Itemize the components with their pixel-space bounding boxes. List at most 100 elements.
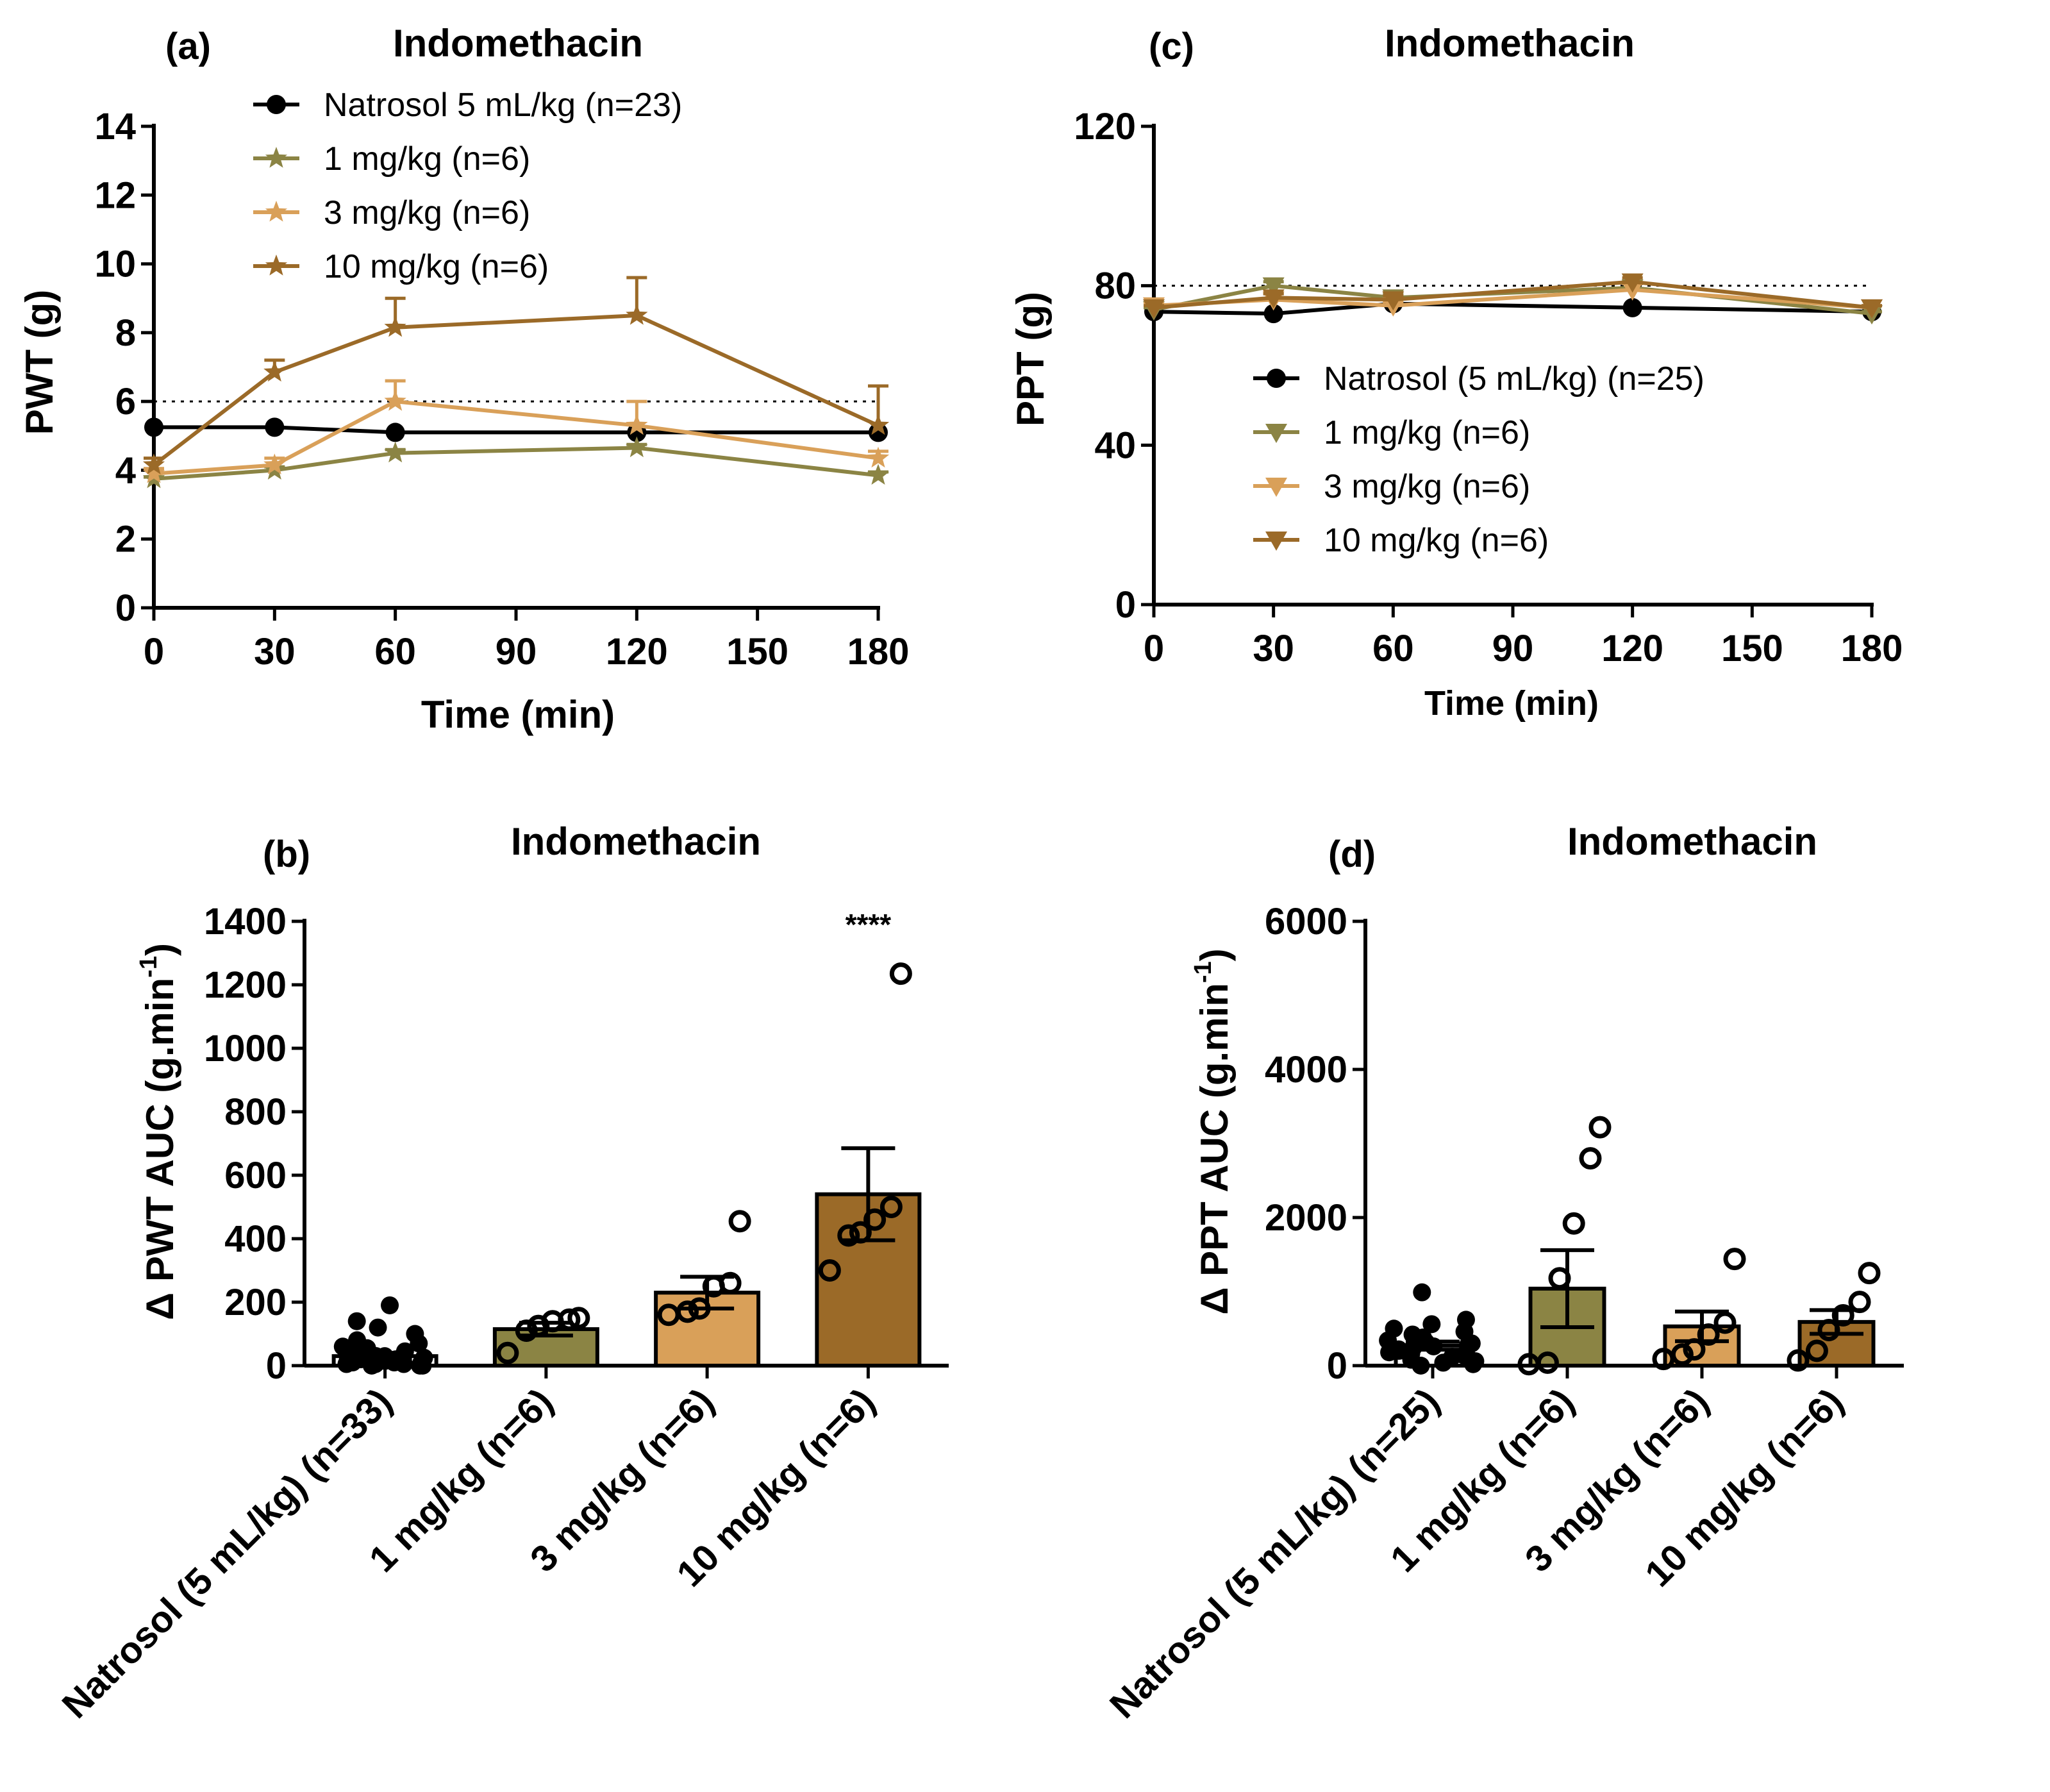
data-point [1422, 1315, 1441, 1334]
bar-group-2 [1652, 1248, 1746, 1371]
data-point [1858, 1262, 1881, 1285]
x-tick-label: 150 [726, 631, 788, 673]
y-tick-label: 2 [115, 519, 136, 560]
data-point [1403, 1325, 1422, 1344]
panel-c-line-chart: (c) Indomethacin PPT (g) Time (min) 0 40 8… [1009, 22, 1903, 723]
category-label: Natrosol (5 mL/kg) (n=33) [54, 1380, 399, 1726]
data-point [144, 417, 163, 437]
data-point [867, 464, 890, 485]
data-point [1723, 1248, 1746, 1271]
data-point [1697, 1323, 1720, 1346]
x-tick-label: 120 [606, 631, 668, 673]
panel-b-letter: (b) [263, 833, 310, 875]
data-point [1456, 1311, 1475, 1329]
data-point [347, 1312, 366, 1330]
panel-d-ylabel-sup: -1 [1190, 961, 1217, 983]
panel-d-ylabel-main: Δ PPT AUC (g.min [1193, 983, 1236, 1315]
y-tick-label: 8 [115, 312, 136, 354]
data-point [1143, 299, 1165, 319]
bar-group-0 [331, 1296, 438, 1375]
legend-marker [265, 147, 288, 168]
series-line [153, 446, 879, 481]
legend-marker [1265, 478, 1287, 497]
y-tick-label: 400 [224, 1218, 287, 1260]
data-point [496, 1341, 519, 1364]
data-point [1671, 1343, 1694, 1366]
bar-group-1 [492, 1307, 599, 1368]
panel-b-ylabel-end: ) [138, 943, 181, 956]
panel-c-xlabel: Time (min) [1424, 684, 1599, 723]
data-point [867, 414, 890, 435]
series-3 [1143, 273, 1883, 319]
x-tick-label: 90 [1492, 628, 1534, 669]
data-point [1622, 297, 1642, 317]
panel-b-ylabel-main: Δ PWT AUC (g.min [138, 978, 181, 1320]
y-tick-label: 0 [115, 587, 136, 629]
data-point [406, 1325, 424, 1343]
x-tick-label: 90 [496, 631, 537, 673]
legend-label: 10 mg/kg (n=6) [1324, 522, 1549, 559]
bar-group-3 [815, 962, 922, 1368]
legend-entry-0: Natrosol 5 mL/kg (n=23) [253, 87, 682, 124]
legend-marker [1267, 369, 1286, 388]
bar-group-1 [1517, 1116, 1612, 1376]
x-tick-label: 180 [1841, 628, 1903, 669]
x-tick-label: 0 [1144, 628, 1164, 669]
series-2 [142, 379, 890, 483]
y-tick-label: 800 [224, 1091, 287, 1133]
panel-c-letter: (c) [1149, 26, 1194, 67]
y-tick-label: 2000 [1265, 1197, 1347, 1239]
series-3 [142, 276, 890, 474]
legend-entry-3: 10 mg/kg (n=6) [1253, 522, 1549, 559]
x-tick-label: 120 [1601, 628, 1663, 669]
data-point [676, 1300, 699, 1323]
legend-label: Natrosol 5 mL/kg (n=23) [324, 87, 682, 124]
data-point [837, 1224, 860, 1247]
data-point [415, 1348, 433, 1367]
data-point [1562, 1212, 1585, 1235]
panel-d-bar-chart: (d) Indomethacin Δ PPT AUC (g.min-1) 0 20… [1102, 820, 1904, 1727]
data-point [1713, 1311, 1737, 1334]
legend-entry-2: 3 mg/kg (n=6) [253, 194, 530, 231]
y-tick-label: 14 [94, 106, 136, 147]
y-tick-label: 6000 [1265, 901, 1347, 942]
y-tick-label: 4000 [1265, 1049, 1347, 1091]
y-tick-label: 40 [1094, 424, 1136, 466]
series-0 [144, 417, 888, 442]
data-point [626, 414, 648, 435]
legend-label: Natrosol (5 mL/kg) (n=25) [1324, 360, 1704, 398]
data-point [867, 446, 890, 468]
y-tick-label: 120 [1074, 106, 1136, 147]
legend-marker [265, 201, 288, 222]
series-line [1153, 301, 1872, 316]
panel-d-ylabel: Δ PPT AUC (g.min-1) [1190, 948, 1236, 1314]
legend-label: 3 mg/kg (n=6) [324, 194, 530, 231]
y-tick-label: 80 [1094, 265, 1136, 307]
significance-marker: **** [846, 908, 892, 941]
data-point [381, 1296, 399, 1314]
x-tick-label: 150 [1721, 628, 1783, 669]
legend-label: 1 mg/kg (n=6) [1324, 414, 1530, 451]
bar-group-2 [654, 1210, 761, 1368]
y-tick-label: 4 [115, 449, 136, 491]
data-point [384, 315, 406, 337]
panel-c-title: Indomethacin [1385, 22, 1635, 65]
data-point [818, 1259, 841, 1282]
data-point [889, 962, 912, 985]
data-point [265, 417, 285, 437]
x-tick-label: 180 [847, 631, 910, 673]
legend-entry-2: 3 mg/kg (n=6) [1253, 468, 1530, 505]
y-tick-label: 1200 [204, 964, 287, 1006]
panel-a-line-chart: (a) Indomethacin PWT (g) Time (min) 0 2 4 6… [18, 22, 909, 736]
bar-group-0 [1379, 1283, 1485, 1375]
panel-b-ylabel-sup: -1 [135, 956, 162, 978]
data-point [1262, 289, 1285, 309]
bar-group-3 [1787, 1262, 1881, 1372]
data-point [558, 1308, 581, 1331]
data-point [142, 453, 165, 474]
data-point [1861, 299, 1883, 319]
data-point [567, 1307, 590, 1330]
data-point [263, 360, 286, 382]
y-tick-label: 10 [94, 244, 136, 285]
